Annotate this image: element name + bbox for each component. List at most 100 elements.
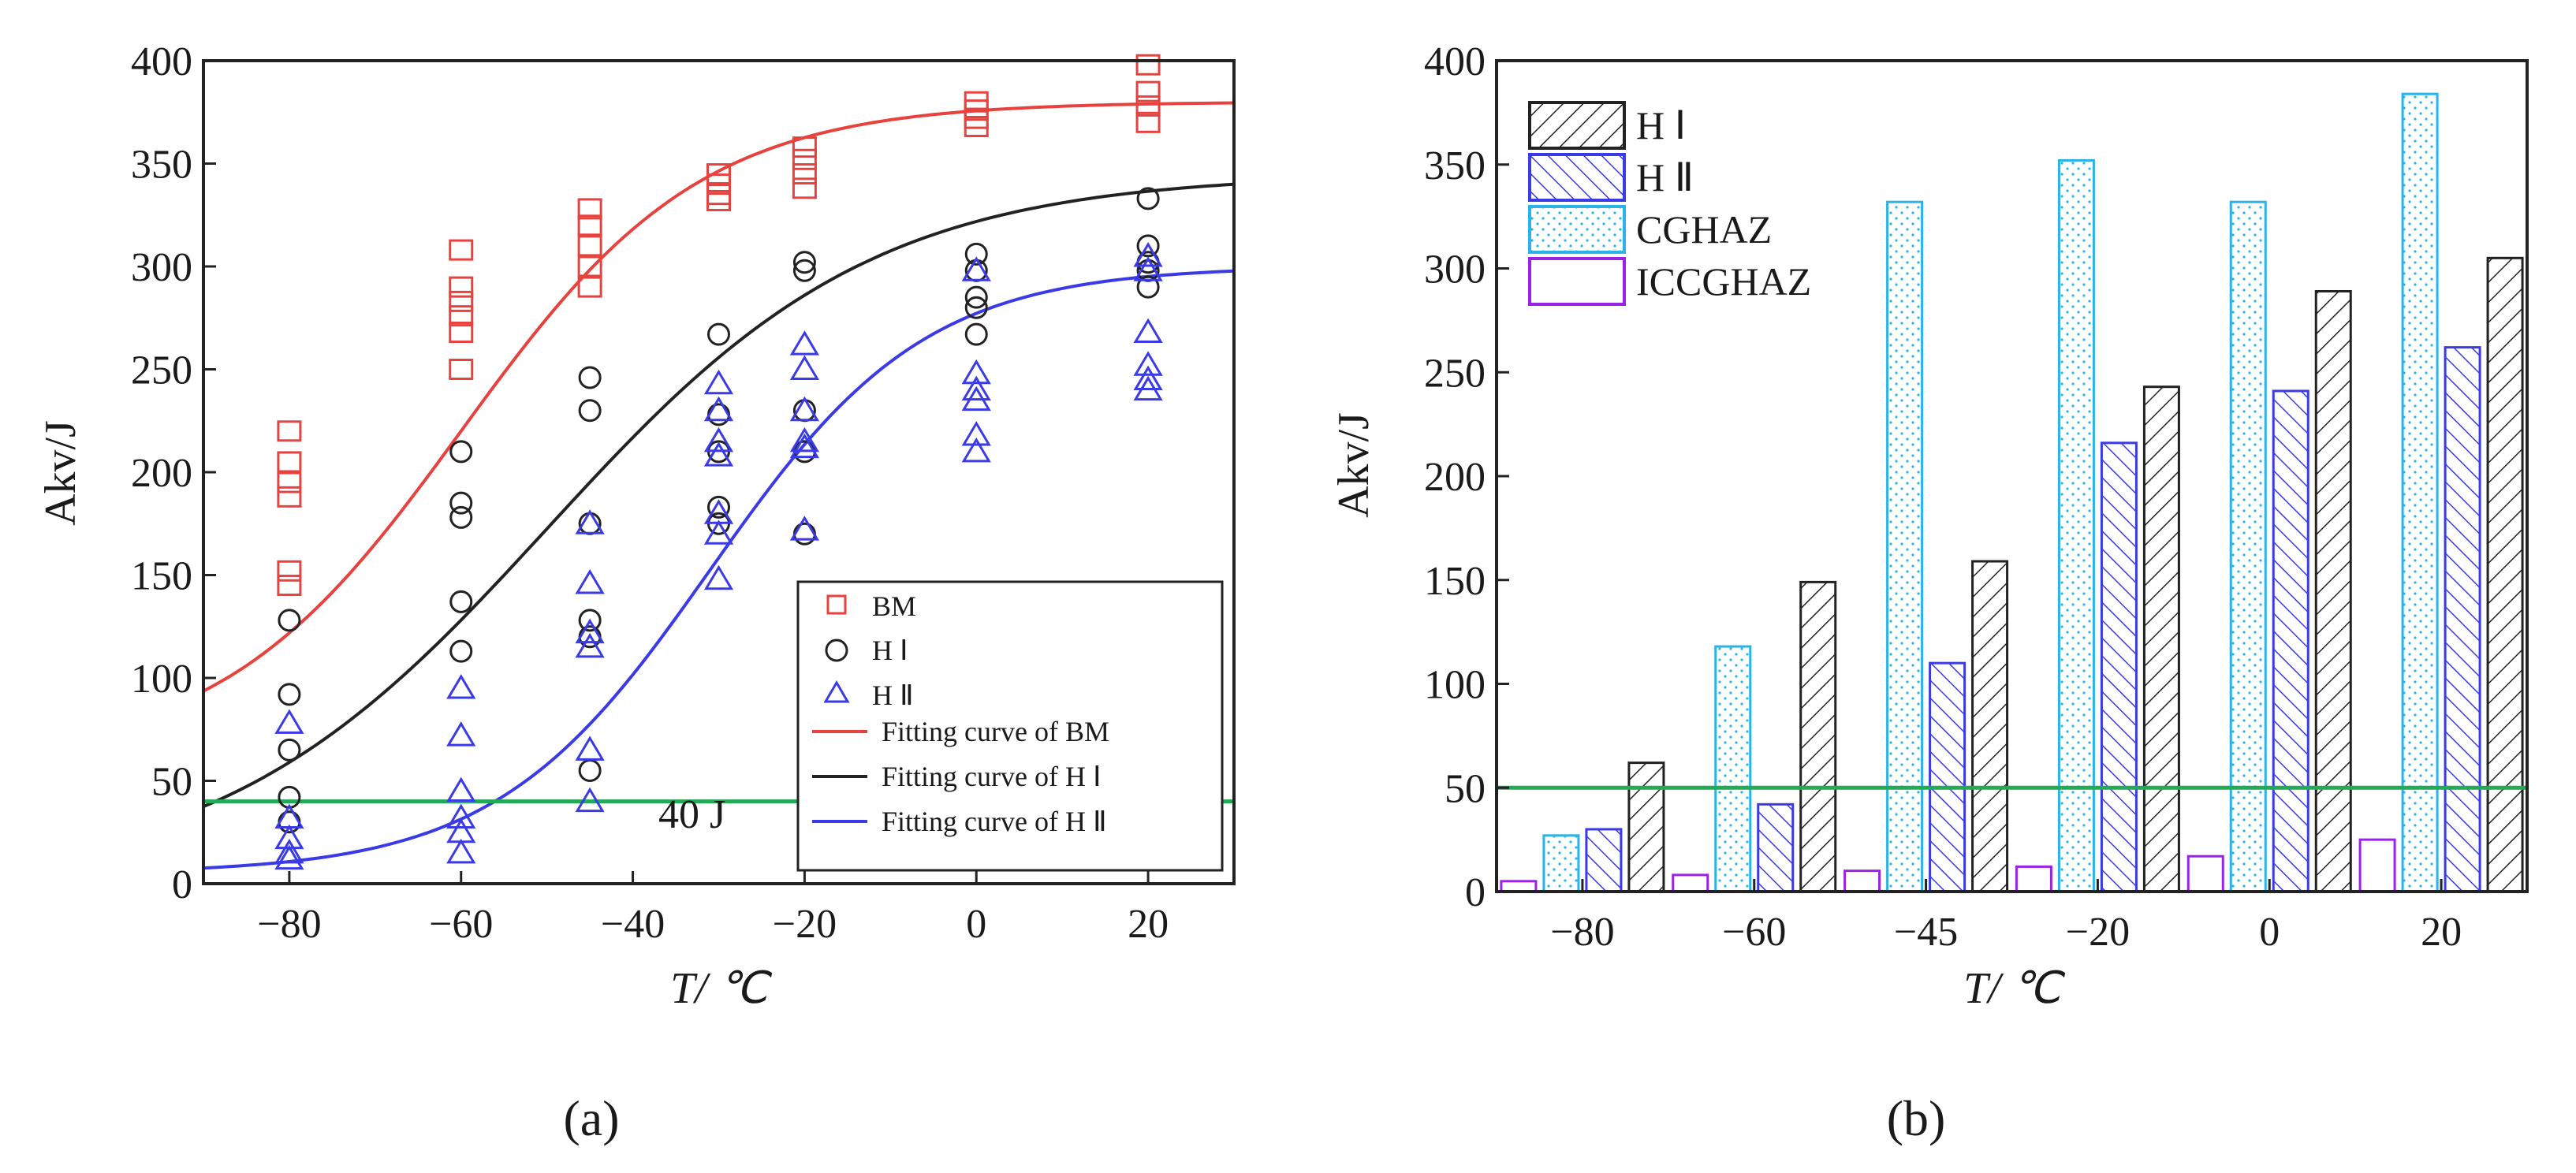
point-h1 (1136, 275, 1160, 299)
y-tick-label-b: 200 (1424, 455, 1486, 500)
point-h2 (575, 618, 605, 644)
bar-icc (2015, 865, 2052, 893)
bar-cgh (1714, 645, 1752, 893)
point-h1 (1136, 187, 1160, 210)
bar-cgh (2229, 200, 2267, 893)
x-tick-label-a: −80 (257, 902, 321, 947)
caption-b: (b) (1887, 1090, 1946, 1146)
bar-cgh (2057, 158, 2095, 893)
point-bm (449, 239, 474, 261)
bar-h1 (2314, 289, 2352, 893)
x-axis-label-a: T/ ℃ (670, 964, 773, 1013)
y-axis-label-b: Akv/J (1329, 412, 1378, 518)
point-bm (1135, 54, 1161, 76)
point-h2 (1133, 375, 1163, 401)
legend-label-fit-bm: Fitting curve of BM (882, 716, 1109, 747)
point-h2 (789, 516, 820, 541)
point-h1 (278, 683, 301, 706)
legend-a: BM H Ⅰ H Ⅱ Fitting curve of BM Fitting c… (796, 580, 1224, 872)
y-tick-label-b: 100 (1424, 663, 1486, 708)
point-h2 (703, 519, 734, 545)
point-h2 (789, 330, 820, 356)
point-h2 (703, 369, 734, 395)
point-bm (577, 276, 602, 298)
bar-h2 (2272, 389, 2309, 893)
fit-curve-bm (203, 101, 1235, 693)
point-h1 (964, 322, 988, 346)
point-h2 (961, 256, 991, 281)
point-h2 (446, 674, 476, 699)
point-h2 (575, 735, 605, 761)
point-h2 (1133, 242, 1163, 267)
bar-h2 (2100, 441, 2138, 893)
point-h2 (703, 441, 734, 467)
x-tick-label-b: −80 (1550, 910, 1614, 955)
x-tick-label-a: 0 (966, 902, 986, 947)
point-h2 (575, 632, 605, 658)
point-bm (277, 486, 302, 508)
legend-swatch-cgh (1528, 205, 1626, 254)
point-h1 (1136, 234, 1160, 258)
point-h2 (789, 433, 820, 459)
point-h1 (578, 609, 602, 632)
bar-h1 (2142, 385, 2180, 893)
bar-h1 (1971, 560, 2009, 893)
legend-swatch-icc (1528, 257, 1626, 306)
legend-label-b-icc: ICCGHAZ (1636, 259, 1811, 303)
point-h2 (575, 509, 605, 534)
x-tick-label-b: −20 (2066, 910, 2130, 955)
point-bm (277, 575, 302, 597)
legend-marker-h1 (825, 639, 848, 662)
bar-h1 (2486, 256, 2524, 893)
point-bm (1135, 95, 1161, 117)
bar-h2 (1757, 802, 1795, 893)
legend-label-fit-h2: Fitting curve of H Ⅱ (882, 806, 1107, 837)
point-h1 (278, 609, 301, 632)
point-bm (449, 322, 474, 344)
legend-label-b-cgh: CGHAZ (1636, 207, 1772, 251)
fit-curve-h1 (203, 182, 1235, 809)
legend-marker-h2 (823, 680, 850, 703)
point-bm (577, 214, 602, 236)
point-bm (1135, 80, 1161, 102)
bar-icc (1843, 870, 1881, 893)
x-tick-label-a: −60 (429, 902, 493, 947)
point-h2 (274, 838, 304, 864)
bar-cgh (2401, 92, 2439, 893)
point-h2 (961, 385, 991, 411)
point-bm (277, 451, 302, 473)
x-tick-label-b: 0 (2259, 910, 2280, 955)
bar-h2 (2444, 346, 2481, 893)
point-h1 (707, 495, 730, 519)
x-tick-label-b: −45 (1894, 910, 1958, 955)
y-tick-label-a: 50 (151, 760, 192, 805)
point-h2 (446, 776, 476, 802)
point-bm (792, 177, 817, 199)
point-h2 (274, 824, 304, 850)
x-tick-label-a: −40 (601, 902, 665, 947)
point-h2 (789, 355, 820, 380)
bar-icc (2358, 838, 2396, 893)
bar-h1 (1627, 762, 1665, 893)
y-tick-label-b: 50 (1445, 766, 1486, 811)
y-tick-label-a: 300 (131, 245, 192, 290)
point-h2 (789, 396, 820, 422)
y-tick-label-b: 0 (1465, 870, 1486, 915)
point-bm (277, 560, 302, 582)
point-h2 (1133, 318, 1163, 344)
point-h1 (578, 366, 602, 389)
x-tick-label-a: −20 (773, 902, 837, 947)
point-h1 (792, 251, 816, 274)
point-h2 (274, 844, 304, 870)
y-tick-label-b: 350 (1424, 143, 1486, 188)
legend-label-h2: H Ⅱ (872, 680, 914, 711)
point-h1 (792, 259, 816, 282)
point-bm (1135, 111, 1161, 133)
y-tick-label-a: 350 (131, 143, 192, 188)
x-tick-label-b: 20 (2421, 910, 2462, 955)
y-tick-label-a: 0 (172, 862, 192, 907)
y-tick-label-b: 300 (1424, 248, 1486, 292)
